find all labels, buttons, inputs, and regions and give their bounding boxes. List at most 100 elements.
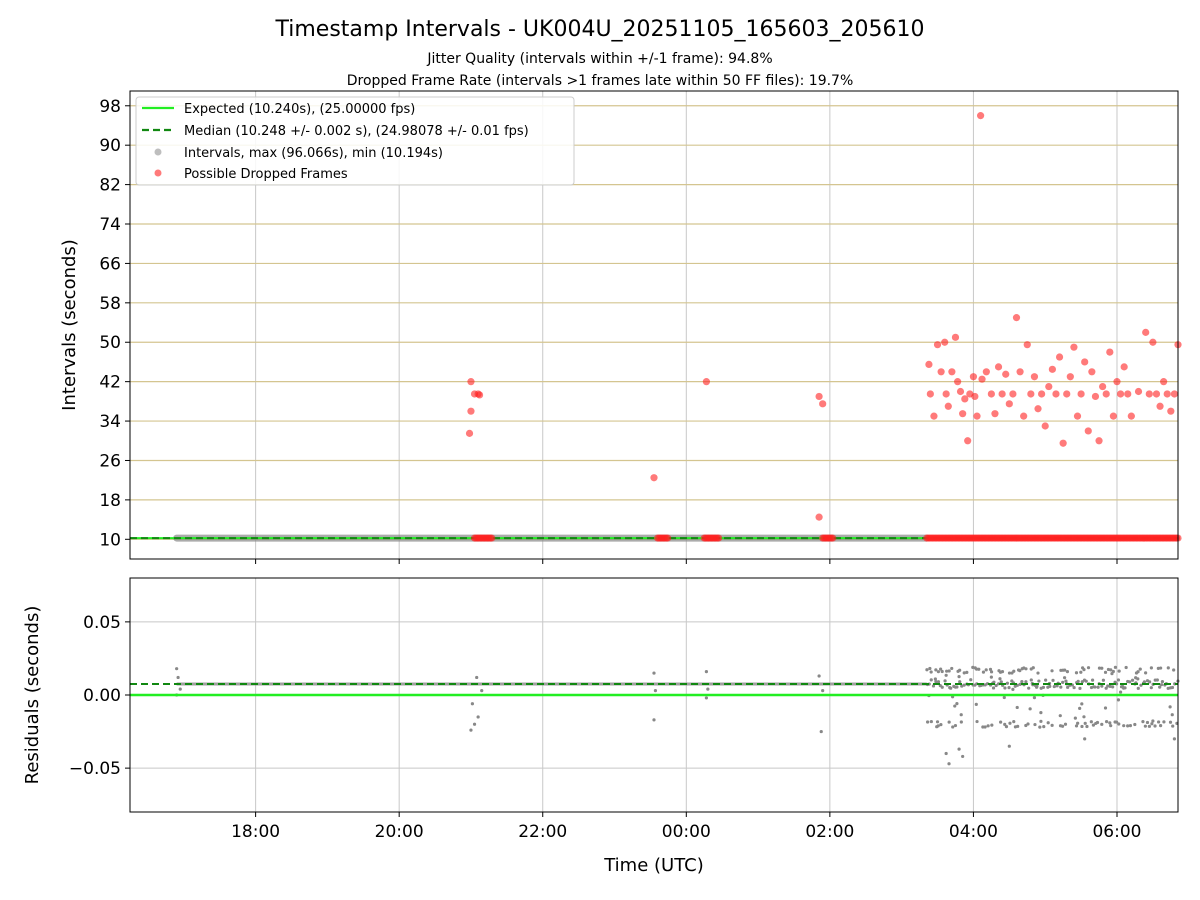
residual-point xyxy=(1162,720,1166,724)
residual-point xyxy=(1100,722,1104,726)
residual-point xyxy=(1074,724,1079,728)
residual-point xyxy=(1139,683,1143,687)
residual-point xyxy=(1074,671,1079,675)
residual-point xyxy=(1126,724,1130,728)
residual-point xyxy=(1044,678,1048,682)
dropped-frame-point xyxy=(1152,390,1161,398)
residual-point xyxy=(1104,686,1108,690)
residual-point xyxy=(1166,666,1170,670)
residual-point xyxy=(974,702,978,706)
residual-point xyxy=(1078,706,1082,710)
residual-point xyxy=(1128,680,1132,684)
residual-point xyxy=(1111,685,1115,689)
residual-point xyxy=(1076,721,1080,725)
residual-point xyxy=(1138,667,1142,671)
dropped-frame-point xyxy=(1002,370,1010,378)
residual-point xyxy=(953,723,958,728)
residual-point xyxy=(475,675,479,680)
residual-point xyxy=(1093,685,1097,689)
residual-point xyxy=(992,680,996,684)
dropped-frame-point xyxy=(1149,338,1157,346)
dropped-frame-point xyxy=(1099,382,1107,391)
residual-point xyxy=(1083,721,1087,725)
residual-point xyxy=(706,687,710,691)
residual-point xyxy=(1143,724,1147,728)
dropped-frame-point xyxy=(948,368,956,376)
residual-point xyxy=(1034,685,1039,689)
residual-point xyxy=(1038,725,1042,729)
residual-point xyxy=(1136,670,1140,674)
residual-point xyxy=(1051,678,1055,682)
residual-point xyxy=(178,687,182,691)
residual-point xyxy=(1159,683,1164,687)
top-y-tick-label: 10 xyxy=(99,530,121,550)
residual-point xyxy=(1128,724,1133,728)
residual-point xyxy=(944,673,948,677)
dropped-frame-point xyxy=(956,387,965,396)
residual-point xyxy=(1024,680,1028,684)
residual-point xyxy=(928,666,932,671)
dropped-frame-point xyxy=(1027,390,1035,398)
dropped-frame-point xyxy=(964,437,972,445)
residual-point xyxy=(1041,685,1046,689)
residual-point xyxy=(1104,720,1109,724)
residual-point xyxy=(1064,679,1068,683)
dropped-frame-point xyxy=(1134,387,1143,396)
top-panel-axes: 10 18 26 34 42 50 58 66 74 82 90 98 xyxy=(99,97,1118,564)
residual-point xyxy=(817,674,821,678)
dropped-frame-point xyxy=(1102,390,1110,398)
residual-point xyxy=(1026,722,1030,726)
residual-point xyxy=(959,720,963,724)
residual-point xyxy=(1149,666,1153,670)
residual-point xyxy=(1117,669,1121,673)
dropped-frame-point xyxy=(1070,343,1078,351)
residual-point xyxy=(989,670,994,674)
dropped-frame-point xyxy=(1170,390,1179,398)
residual-point xyxy=(1172,737,1177,741)
residual-point xyxy=(1050,723,1054,727)
residual-point xyxy=(1100,666,1104,670)
dropped-frame-point xyxy=(1048,365,1056,373)
dropped-frame-point xyxy=(991,410,999,418)
residual-point xyxy=(951,725,955,729)
dropped-frame-point xyxy=(1167,407,1175,415)
bottom-y-tick-label: 0.00 xyxy=(83,686,121,706)
residual-point xyxy=(1063,668,1067,672)
residual-point xyxy=(1046,721,1050,725)
residual-point xyxy=(1118,690,1123,694)
residual-point xyxy=(1079,670,1083,674)
residual-point xyxy=(1109,724,1113,728)
x-axis-label: Time (UTC) xyxy=(603,855,704,876)
residual-point xyxy=(1090,678,1095,682)
residual-point xyxy=(1148,680,1152,684)
dropped-frame-point xyxy=(1081,358,1089,366)
residual-point xyxy=(1159,666,1163,670)
legend-dropped-label: Possible Dropped Frames xyxy=(184,167,348,182)
residual-point xyxy=(983,725,987,729)
residual-point xyxy=(1063,722,1068,726)
dropped-frame-point xyxy=(973,412,981,420)
top-y-tick-label: 82 xyxy=(99,176,121,196)
residual-point xyxy=(943,679,947,683)
residual-point xyxy=(1170,685,1175,690)
residual-point xyxy=(959,713,963,717)
residual-point xyxy=(990,723,994,727)
residual-point xyxy=(1153,724,1157,728)
residual-point xyxy=(1052,684,1056,689)
residual-point xyxy=(1144,671,1148,675)
x-tick-label: 02:00 xyxy=(805,822,854,842)
top-y-tick-label: 66 xyxy=(99,254,121,274)
top-y-tick-label: 98 xyxy=(99,97,121,117)
residual-point xyxy=(936,680,941,684)
top-y-tick-label: 42 xyxy=(99,373,121,393)
residual-point xyxy=(957,747,961,751)
chart-title: Timestamp Intervals - UK004U_20251105_16… xyxy=(275,17,925,42)
residual-point xyxy=(947,720,951,724)
residual-point xyxy=(1033,722,1037,727)
residual-point xyxy=(1080,702,1084,706)
residual-point xyxy=(1156,720,1161,724)
residual-point xyxy=(1024,667,1028,671)
residual-point xyxy=(931,684,936,688)
dropped-frame-point xyxy=(951,333,960,341)
